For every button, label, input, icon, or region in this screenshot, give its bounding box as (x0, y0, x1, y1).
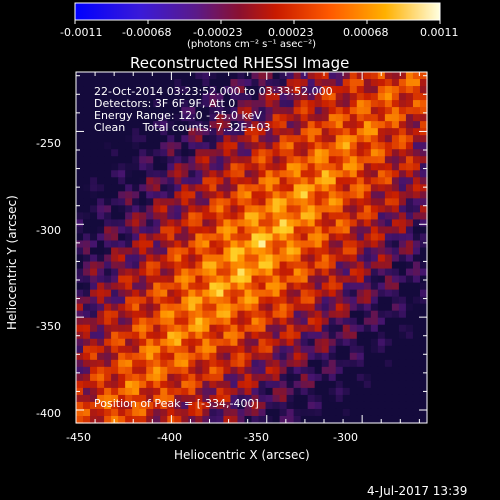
info-detectors: Detectors: 3F 6F 9F, Att 0 (94, 97, 236, 110)
colorbar-tick: 0.0011 (420, 26, 459, 39)
y-tick-label: -350 (36, 320, 61, 333)
plot-frame (75, 71, 428, 424)
colorbar-tick: -0.00023 (193, 26, 243, 39)
timestamp: 4-Jul-2017 13:39 (367, 484, 468, 498)
colorbar-tick: -0.00068 (122, 26, 172, 39)
info-clean-counts: Clean Total counts: 7.32E+03 (94, 121, 271, 134)
y-axis-label: Heliocentric Y (arcsec) (5, 195, 19, 330)
heatmap-image (76, 72, 428, 424)
y-tick-label: -400 (36, 407, 61, 420)
peak-position: Position of Peak = [-334,-400] (94, 397, 259, 410)
x-tick-label: -300 (333, 431, 358, 444)
plot-title: Reconstructed RHESSI Image (130, 54, 350, 72)
y-tick-label: -300 (36, 224, 61, 237)
colorbar-tick: 0.00023 (268, 26, 314, 39)
x-axis-label: Heliocentric X (arcsec) (174, 448, 310, 462)
x-tick-label: -350 (244, 431, 269, 444)
info-time-range: 22-Oct-2014 03:23:52.000 to 03:33:52.000 (94, 85, 333, 98)
colorbar (75, 3, 440, 20)
colorbar-tick: -0.0011 (60, 26, 103, 39)
x-tick-label: -400 (157, 431, 182, 444)
colorbar-unit-label: (photons cm⁻² s⁻¹ asec⁻²) (187, 39, 317, 50)
y-tick-label: -250 (36, 137, 61, 150)
x-tick-label: -450 (66, 431, 91, 444)
colorbar-tick: 0.00068 (343, 26, 389, 39)
info-energy-range: Energy Range: 12.0 - 25.0 keV (94, 109, 262, 122)
